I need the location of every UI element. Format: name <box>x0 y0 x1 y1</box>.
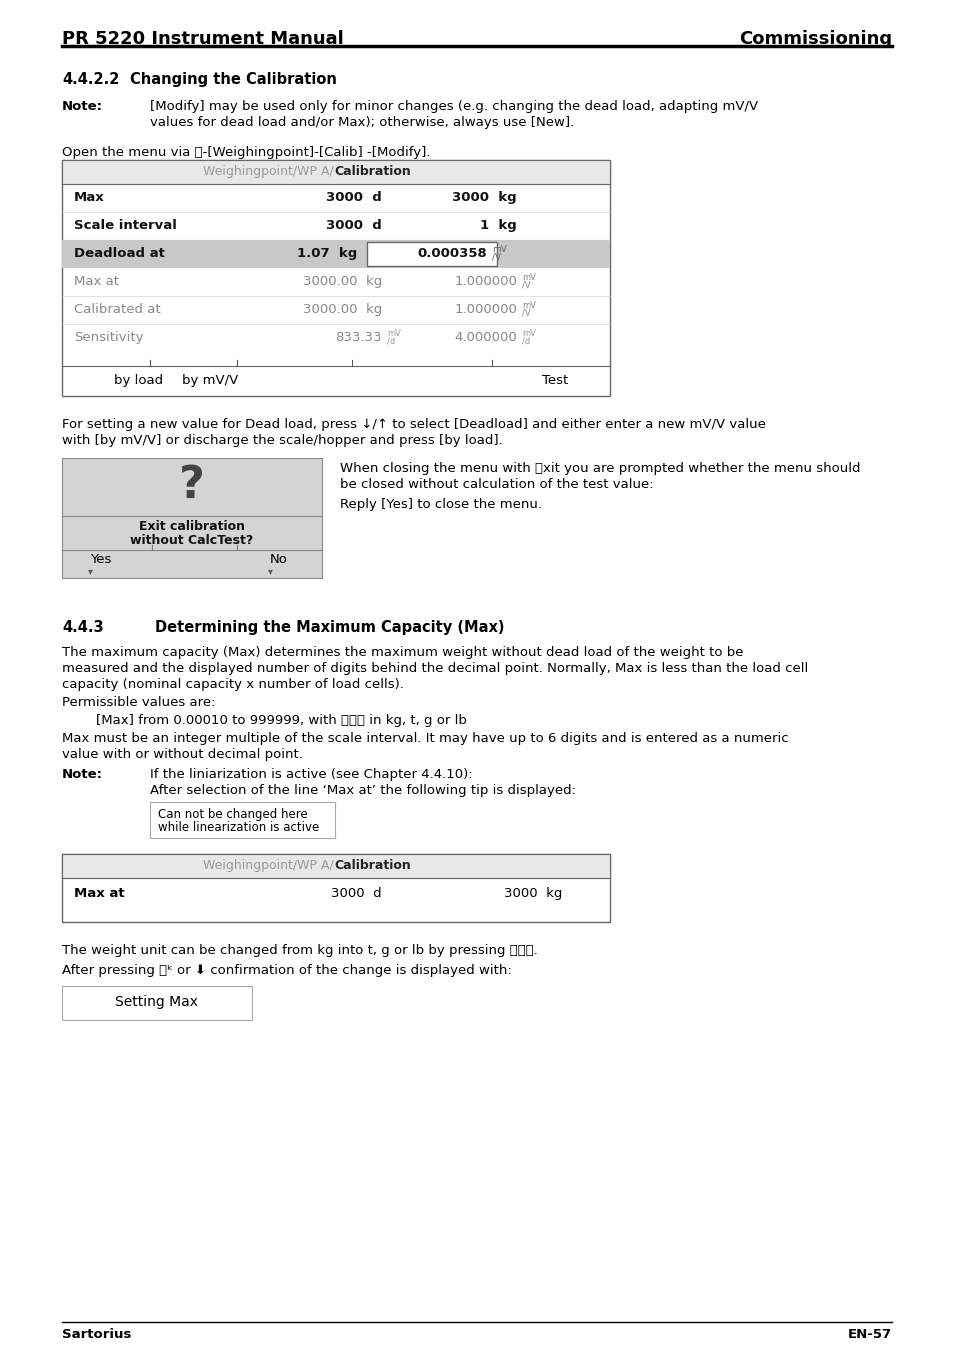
Text: Sensitivity: Sensitivity <box>74 331 143 344</box>
Text: Deadload at: Deadload at <box>74 247 165 261</box>
Text: No: No <box>270 554 288 566</box>
Text: 3000  d: 3000 d <box>326 219 381 232</box>
Bar <box>62 161 609 184</box>
Text: 1.000000: 1.000000 <box>454 302 517 316</box>
Text: value with or without decimal point.: value with or without decimal point. <box>62 748 302 761</box>
Text: Yes: Yes <box>90 554 112 566</box>
Bar <box>62 458 322 578</box>
Bar <box>150 802 335 838</box>
Text: Calibrated at: Calibrated at <box>74 302 160 316</box>
Bar <box>62 986 252 1021</box>
Text: 4.4.2.2: 4.4.2.2 <box>62 72 119 86</box>
Text: Sartorius: Sartorius <box>62 1328 132 1341</box>
Text: [Max] from 0.00010 to 999999, with ⒶⒷⒸ in kg, t, g or lb: [Max] from 0.00010 to 999999, with ⒶⒷⒸ i… <box>62 714 466 728</box>
Text: mV: mV <box>521 273 536 282</box>
Text: mV: mV <box>521 329 536 338</box>
Text: 4.000000: 4.000000 <box>454 331 517 344</box>
Text: Test: Test <box>541 374 568 387</box>
Text: mV: mV <box>387 329 400 338</box>
Text: 3000  kg: 3000 kg <box>503 887 561 900</box>
Text: Scale interval: Scale interval <box>74 219 176 232</box>
Text: /V: /V <box>521 308 530 317</box>
Bar <box>62 855 609 878</box>
Text: The maximum capacity (Max) determines the maximum weight without dead load of th: The maximum capacity (Max) determines th… <box>62 647 742 659</box>
Text: After selection of the line ‘Max at’ the following tip is displayed:: After selection of the line ‘Max at’ the… <box>150 784 576 796</box>
Text: ?: ? <box>179 464 205 508</box>
Text: /d: /d <box>521 336 530 346</box>
Text: For setting a new value for Dead load, press ↓/↑ to select [Deadload] and either: For setting a new value for Dead load, p… <box>62 418 765 431</box>
Text: ▾: ▾ <box>88 566 92 576</box>
Text: 0.000358: 0.000358 <box>416 247 486 261</box>
Text: 1.07  kg: 1.07 kg <box>296 247 356 261</box>
Text: 4.4.3: 4.4.3 <box>62 620 104 634</box>
Text: Setting Max: Setting Max <box>115 995 198 1008</box>
Text: 3000.00  kg: 3000.00 kg <box>302 302 381 316</box>
Bar <box>62 161 609 396</box>
Text: /d: /d <box>387 336 395 346</box>
Text: Can not be changed here: Can not be changed here <box>158 809 308 821</box>
Text: Changing the Calibration: Changing the Calibration <box>130 72 336 86</box>
Text: ▾: ▾ <box>267 566 273 576</box>
Bar <box>62 855 609 922</box>
Text: Note:: Note: <box>62 768 103 782</box>
Text: /V: /V <box>521 279 530 289</box>
Text: The weight unit can be changed from kg into t, g or lb by pressing ⒶⒷⒸ.: The weight unit can be changed from kg i… <box>62 944 537 957</box>
Text: capacity (nominal capacity x number of load cells).: capacity (nominal capacity x number of l… <box>62 678 403 691</box>
Text: without CalcTest?: without CalcTest? <box>131 535 253 547</box>
Text: If the liniarization is active (see Chapter 4.4.10):: If the liniarization is active (see Chap… <box>150 768 472 782</box>
Text: 3000  d: 3000 d <box>326 190 381 204</box>
Text: with [by mV/V] or discharge the scale/hopper and press [by load].: with [by mV/V] or discharge the scale/ho… <box>62 433 502 447</box>
Text: be closed without calculation of the test value:: be closed without calculation of the tes… <box>339 478 653 491</box>
Text: Max: Max <box>74 190 105 204</box>
Text: by load: by load <box>113 374 163 387</box>
Text: by mV/V: by mV/V <box>182 374 238 387</box>
Text: PR 5220 Instrument Manual: PR 5220 Instrument Manual <box>62 30 343 49</box>
Text: Commissioning: Commissioning <box>739 30 891 49</box>
Text: 1.000000: 1.000000 <box>454 275 517 288</box>
Bar <box>62 240 609 269</box>
Text: Permissible values are:: Permissible values are: <box>62 697 215 709</box>
Text: After pressing ⓞᵏ or ⬇ confirmation of the change is displayed with:: After pressing ⓞᵏ or ⬇ confirmation of t… <box>62 964 511 977</box>
Text: /V: /V <box>492 252 500 261</box>
Text: mV: mV <box>521 301 536 310</box>
Text: Weighingpoint/WP A/: Weighingpoint/WP A/ <box>203 165 334 178</box>
Text: EN-57: EN-57 <box>847 1328 891 1341</box>
Text: values for dead load and/or Max); otherwise, always use [New].: values for dead load and/or Max); otherw… <box>150 116 574 130</box>
Bar <box>367 242 497 266</box>
Text: Max at: Max at <box>74 275 119 288</box>
Text: Calibration: Calibration <box>334 165 411 178</box>
Text: 3000.00  kg: 3000.00 kg <box>302 275 381 288</box>
Text: 3000  kg: 3000 kg <box>452 190 517 204</box>
Text: Max must be an integer multiple of the scale interval. It may have up to 6 digit: Max must be an integer multiple of the s… <box>62 732 788 745</box>
Text: [Modify] may be used only for minor changes (e.g. changing the dead load, adapti: [Modify] may be used only for minor chan… <box>150 100 758 113</box>
Text: while linearization is active: while linearization is active <box>158 821 319 834</box>
Text: 3000  d: 3000 d <box>331 887 381 900</box>
Text: Open the menu via ⓨ-[Weighingpoint]-[Calib] -[Modify].: Open the menu via ⓨ-[Weighingpoint]-[Cal… <box>62 146 430 159</box>
Text: 833.33: 833.33 <box>335 331 381 344</box>
Text: Max at: Max at <box>74 887 125 900</box>
Text: Exit calibration: Exit calibration <box>139 520 245 533</box>
Text: 1  kg: 1 kg <box>479 219 517 232</box>
Text: Reply [Yes] to close the menu.: Reply [Yes] to close the menu. <box>339 498 541 512</box>
Text: Calibration: Calibration <box>334 859 411 872</box>
Text: Determining the Maximum Capacity (Max): Determining the Maximum Capacity (Max) <box>154 620 504 634</box>
Text: Weighingpoint/WP A/: Weighingpoint/WP A/ <box>203 859 334 872</box>
Text: mV: mV <box>492 244 506 254</box>
Text: When closing the menu with ⓔxit you are prompted whether the menu should: When closing the menu with ⓔxit you are … <box>339 462 860 475</box>
Text: Note:: Note: <box>62 100 103 113</box>
Text: measured and the displayed number of digits behind the decimal point. Normally, : measured and the displayed number of dig… <box>62 662 807 675</box>
